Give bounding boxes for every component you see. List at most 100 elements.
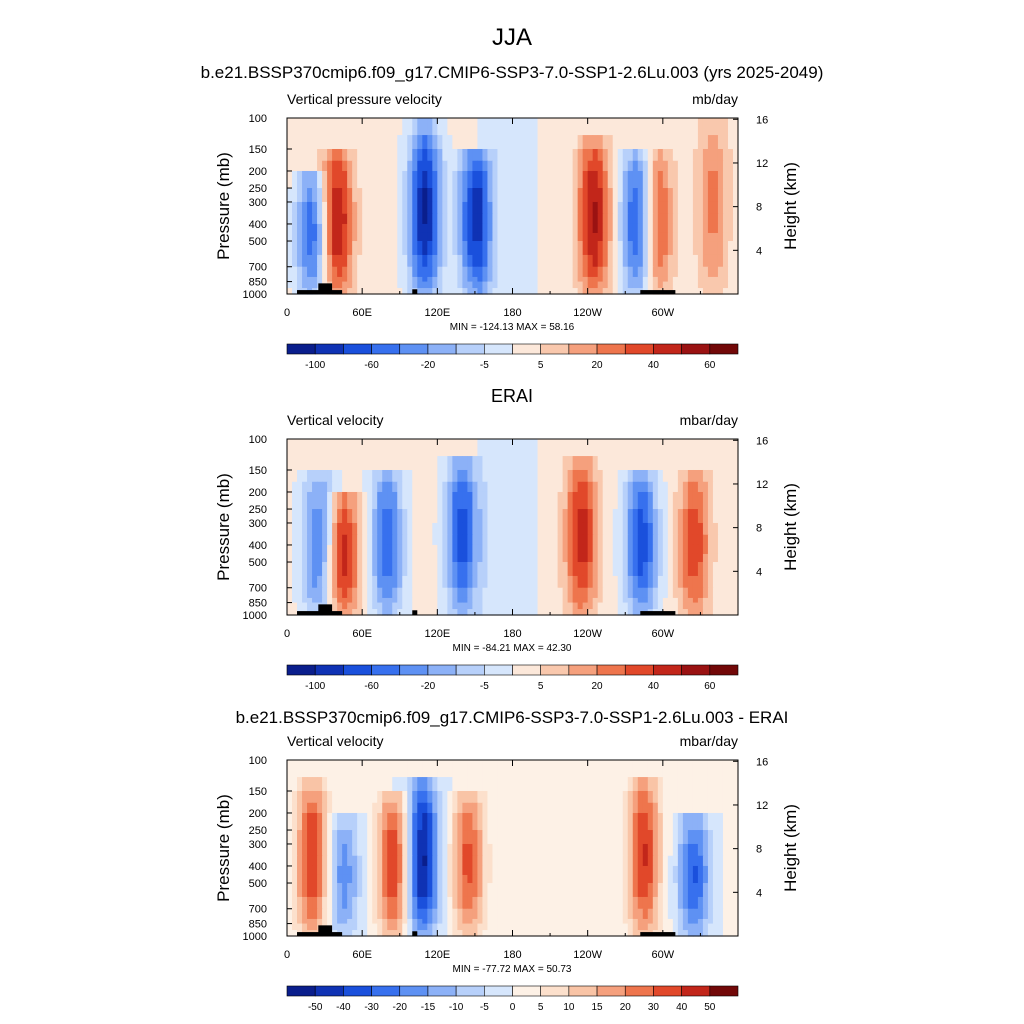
contour-cell bbox=[597, 602, 604, 610]
contour-cell bbox=[457, 148, 463, 162]
contour-cell bbox=[727, 223, 734, 234]
contour-cell bbox=[732, 491, 739, 510]
contour-cell bbox=[332, 276, 338, 283]
contour-cell bbox=[387, 491, 393, 510]
contour-cell bbox=[442, 276, 448, 283]
contour-cell bbox=[552, 276, 559, 283]
contour-cell bbox=[642, 170, 649, 189]
contour-cell bbox=[627, 148, 634, 162]
contour-cell bbox=[632, 213, 639, 225]
contour-cell bbox=[612, 896, 619, 910]
contour-cell bbox=[687, 288, 694, 295]
contour-cell bbox=[402, 896, 408, 910]
contour-cell bbox=[627, 609, 634, 616]
contour-cell bbox=[582, 469, 589, 483]
contour-cell bbox=[587, 918, 594, 925]
contour-cell bbox=[727, 276, 734, 283]
contour-cell bbox=[567, 575, 574, 589]
contour-cell bbox=[582, 534, 589, 546]
contour-cell bbox=[432, 830, 438, 845]
contour-cell bbox=[572, 544, 579, 555]
contour-cell bbox=[612, 802, 619, 814]
contour-cell bbox=[322, 534, 328, 546]
contour-cell bbox=[447, 597, 453, 604]
contour-cell bbox=[557, 118, 564, 136]
contour-cell bbox=[497, 439, 504, 457]
contour-cell bbox=[657, 148, 664, 162]
contour-cell bbox=[707, 439, 714, 457]
contour-cell bbox=[677, 213, 684, 225]
contour-cell bbox=[507, 855, 514, 867]
contour-cell bbox=[327, 469, 333, 483]
contour-cell bbox=[332, 534, 338, 546]
contour-cell bbox=[522, 553, 529, 563]
contour-cell bbox=[722, 241, 729, 256]
contour-cell bbox=[417, 553, 423, 563]
contour-cell bbox=[692, 908, 699, 920]
contour-cell bbox=[437, 562, 443, 577]
contour-cell bbox=[642, 575, 649, 589]
contour-cell bbox=[532, 439, 539, 457]
contour-cell bbox=[322, 135, 328, 150]
contour-cell bbox=[727, 213, 734, 225]
contour-cell bbox=[437, 288, 443, 295]
contour-cell bbox=[687, 491, 694, 510]
contour-cell bbox=[687, 223, 694, 234]
contour-cell bbox=[487, 135, 494, 150]
contour-cell bbox=[292, 281, 298, 289]
contour-cell bbox=[627, 118, 634, 136]
contour-cell bbox=[662, 802, 669, 814]
contour-cell bbox=[482, 896, 489, 910]
contour-cell bbox=[407, 609, 413, 616]
contour-cell bbox=[377, 918, 383, 925]
contour-cell bbox=[532, 843, 539, 857]
contour-cell bbox=[612, 188, 619, 203]
contour-cell bbox=[722, 254, 729, 268]
contour-cell bbox=[402, 232, 408, 242]
contour-cell bbox=[472, 602, 479, 610]
contour-cell bbox=[422, 439, 428, 457]
contour-cell bbox=[297, 509, 303, 524]
contour-cell bbox=[717, 597, 724, 604]
contour-cell bbox=[487, 597, 494, 604]
contour-cell bbox=[487, 923, 494, 931]
contour-cell bbox=[397, 830, 403, 845]
contour-cell bbox=[317, 896, 323, 910]
contour-cell bbox=[342, 170, 348, 189]
contour-cell bbox=[622, 562, 629, 577]
contour-cell bbox=[492, 148, 499, 162]
contour-cell bbox=[312, 874, 318, 884]
contour-cell bbox=[642, 896, 649, 910]
contour-cell bbox=[522, 232, 529, 242]
x-tick-label: 120W bbox=[573, 307, 602, 319]
contour-cell bbox=[392, 223, 398, 234]
contour-cell bbox=[507, 587, 514, 599]
contour-cell bbox=[587, 135, 594, 150]
contour-cell bbox=[292, 575, 298, 589]
contour-cell bbox=[342, 575, 348, 589]
contour-cell bbox=[587, 170, 594, 189]
contour-cell bbox=[642, 534, 649, 546]
contour-cell bbox=[692, 160, 699, 172]
colorbar-label: -5 bbox=[480, 1002, 489, 1013]
contour-cell bbox=[467, 439, 474, 457]
contour-cell bbox=[432, 534, 438, 546]
contour-cell bbox=[702, 456, 709, 471]
contour-cell bbox=[402, 201, 408, 215]
contour-cell bbox=[627, 812, 634, 831]
min-max-stats: MIN = -77.72 MAX = 50.73 bbox=[453, 964, 572, 975]
contour-cell bbox=[512, 597, 519, 604]
contour-cell bbox=[722, 575, 729, 589]
contour-cell bbox=[397, 522, 403, 536]
contour-cell bbox=[607, 439, 614, 457]
contour-cell bbox=[697, 148, 704, 162]
contour-cell bbox=[687, 481, 694, 493]
contour-cell bbox=[562, 509, 569, 524]
contour-cell bbox=[522, 201, 529, 215]
contour-cell bbox=[597, 469, 604, 483]
contour-cell bbox=[317, 777, 323, 792]
contour-cell bbox=[687, 908, 694, 920]
contour-cell bbox=[392, 213, 398, 225]
contour-cell bbox=[482, 855, 489, 867]
contour-cell bbox=[672, 587, 679, 599]
